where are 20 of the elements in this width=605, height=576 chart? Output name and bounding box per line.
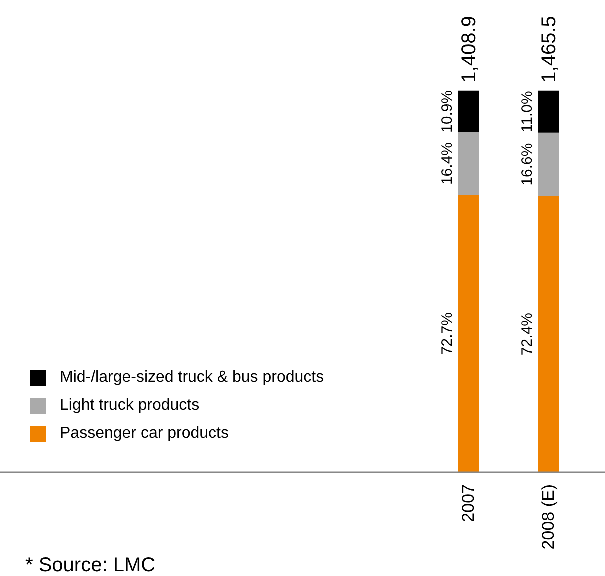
bar xyxy=(538,90,559,133)
x-tick-label: 2007 xyxy=(459,484,478,522)
bar xyxy=(538,132,559,196)
data-label: 16.4% xyxy=(439,142,456,186)
text: * Source: LMC xyxy=(26,554,156,576)
data-label: 72.4% xyxy=(519,313,536,356)
legend-label: Passenger car products xyxy=(60,425,229,443)
legend-label: Light truck products xyxy=(60,397,200,415)
data-label: 72.7% xyxy=(439,312,456,356)
data-label: 16.6% xyxy=(519,143,536,186)
x-tick-label: 2008 (E) xyxy=(539,484,558,550)
data-label: 11.0% xyxy=(519,91,536,133)
data-label: 10.9% xyxy=(439,90,456,133)
bar xyxy=(458,195,479,472)
bar xyxy=(458,132,479,196)
annotation: 1,408.9 xyxy=(458,16,480,83)
bar xyxy=(458,90,479,132)
annotation: 1,465.5 xyxy=(538,16,560,83)
bar xyxy=(538,196,559,472)
legend-label: Mid-/large-sized truck & bus products xyxy=(60,369,324,387)
